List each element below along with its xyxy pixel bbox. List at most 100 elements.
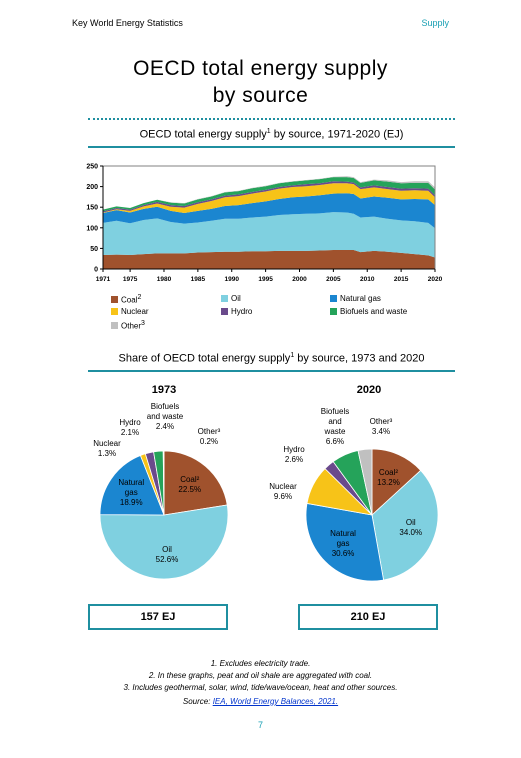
pie-section-title: Share of OECD total energy supply1 by so…	[118, 352, 425, 365]
pie-label-line: 34.0%	[399, 528, 423, 538]
pie-2020-label-hydro: Hydro 2.6%	[264, 445, 324, 465]
pie-label-line: and	[328, 417, 342, 426]
legend-swatch	[330, 295, 337, 302]
pie-label-line: 2.6%	[284, 455, 304, 464]
pie-1973-label-nuclear: Nuclear 1.3%	[77, 439, 137, 459]
pie-label-line: Nuclear	[93, 439, 121, 448]
pie-label-line: 22.5%	[178, 484, 202, 494]
area-series-gas	[103, 193, 435, 229]
legend-item-nuclear: Nuclear	[111, 307, 149, 316]
legend-swatch	[221, 308, 228, 315]
pie-label-line: 30.6%	[331, 548, 355, 558]
x-tick-label: 2010	[360, 276, 375, 283]
legend-item-other: Other3	[111, 320, 145, 331]
legend-swatch	[111, 295, 118, 303]
area-series-coal	[103, 250, 435, 269]
pie-label-line: Biofuels	[320, 407, 350, 416]
header-left: Key World Energy Statistics	[72, 18, 183, 28]
legend-item-coal: Coal2	[111, 294, 141, 305]
pie-label-line: 2.4%	[155, 422, 175, 431]
legend-label: Oil	[231, 294, 241, 303]
pie-label-line: Biofuels	[150, 402, 180, 411]
area-chart: 0 50 100 150 200 250 1971 1975 1980 1985 1990 1995 2…	[86, 164, 443, 284]
total-1973-box: 157 EJ	[88, 604, 228, 630]
legend-swatch	[111, 308, 118, 315]
x-tick-label: 1975	[123, 276, 138, 283]
area-series-nuclear	[103, 183, 435, 213]
pie-label-line: Natural	[118, 477, 145, 487]
x-tick-label: 2000	[292, 276, 307, 283]
pie-label-line: 6.6%	[325, 437, 345, 446]
pie-2020-label-oil: Oil 34.0%	[381, 518, 441, 538]
area-title-rule	[88, 146, 455, 148]
pie-label-line: Hydro	[283, 445, 305, 454]
page-title-line1: OECD total energy supply	[133, 57, 388, 80]
legend-item-hydro: Hydro	[221, 307, 252, 316]
x-tick-label: 1971	[96, 276, 111, 283]
pie-label-line: 3.4%	[371, 427, 391, 436]
pie-label-line: 0.2%	[199, 437, 219, 446]
pie-1973-slice-other	[162, 450, 165, 516]
pie-2020-year: 2020	[356, 384, 382, 396]
pie-label-line: 52.6%	[155, 554, 179, 564]
pie-2020-slice-other	[357, 448, 373, 516]
y-tick-label: 0	[94, 267, 98, 274]
pie-label-line: 13.2%	[377, 477, 400, 487]
x-tick-label: 2020	[428, 276, 443, 283]
footnote-3: 3. Includes geothermal, solar, wind, tid…	[123, 683, 398, 692]
pie-label-line: Oil	[162, 544, 172, 554]
header-right: Supply	[421, 18, 449, 28]
x-tick-label: 1985	[191, 276, 206, 283]
total-2020-box: 210 EJ	[298, 604, 438, 630]
pie-label-line: 9.6%	[273, 492, 293, 501]
legend-label: Coal2	[121, 294, 142, 305]
pie-charts	[99, 448, 439, 582]
footnote-2: 2. In these graphs, peat and oil shale a…	[148, 671, 373, 680]
page-title: OECD total energy supply by source	[0, 55, 521, 109]
pie-label-line: Hydro	[119, 418, 141, 427]
pie-label-line: Coal²	[378, 467, 399, 477]
pie-label-line: Other³	[197, 427, 221, 436]
pie-label-line: 1.3%	[97, 449, 117, 458]
legend-swatch	[221, 295, 228, 302]
pie-label-line: Other³	[369, 417, 393, 426]
legend-label: Hydro	[231, 307, 253, 316]
pie-2020-slice-oil	[371, 469, 439, 581]
pie-2020-slice-coal	[371, 448, 422, 516]
legend-item-oil: Oil	[221, 294, 241, 303]
source-note: Source: IEA, World Energy Balances, 2021…	[182, 697, 339, 706]
source-link[interactable]: IEA, World Energy Balances, 2021.	[212, 697, 339, 706]
legend-label: Biofuels and waste	[340, 307, 408, 316]
pie-label-line: gas	[124, 487, 138, 497]
y-tick-label: 250	[86, 164, 98, 171]
pie-title-rule	[88, 370, 455, 372]
pie-label-line: waste	[324, 427, 346, 436]
pie-2020-label-coal: Coal² 13.2%	[358, 468, 418, 488]
y-tick-label: 100	[86, 225, 98, 232]
x-tick-label: 1995	[258, 276, 273, 283]
dotted-divider	[88, 118, 455, 120]
legend-label: Other3	[121, 320, 145, 331]
area-series-oil	[103, 212, 435, 258]
pie-2020-label-biofuels: Biofuels and waste 6.6%	[305, 407, 365, 447]
pie-2020-label-nuclear: Nuclear 9.6%	[253, 482, 313, 502]
pie-1973-label-hydro: Hydro 2.1%	[100, 418, 160, 438]
footnote-1: 1. Excludes electricity trade.	[210, 659, 311, 668]
pie-1973-slice-gas	[99, 454, 165, 516]
page-title-line2: by source	[212, 84, 309, 107]
x-tick-label: 1980	[157, 276, 172, 283]
x-tick-label: 2015	[394, 276, 409, 283]
pie-label-line: and waste	[146, 412, 184, 421]
legend-item-gas: Natural gas	[330, 294, 381, 303]
legend-label: Natural gas	[340, 294, 381, 303]
pie-1973-label-gas: Natural gas 18.9%	[101, 478, 161, 508]
pie-1973-slice-oil	[99, 504, 229, 580]
pie-label-line: Natural	[330, 528, 356, 538]
legend-label: Nuclear	[121, 307, 149, 316]
y-tick-label: 200	[86, 184, 98, 191]
pie-label-line: gas	[336, 538, 350, 548]
area-chart-title: OECD total energy supply1 by source, 197…	[139, 128, 404, 141]
legend-swatch	[111, 321, 118, 329]
pie-2020-slice-gas	[305, 502, 385, 582]
pie-label-line: Oil	[405, 518, 416, 528]
